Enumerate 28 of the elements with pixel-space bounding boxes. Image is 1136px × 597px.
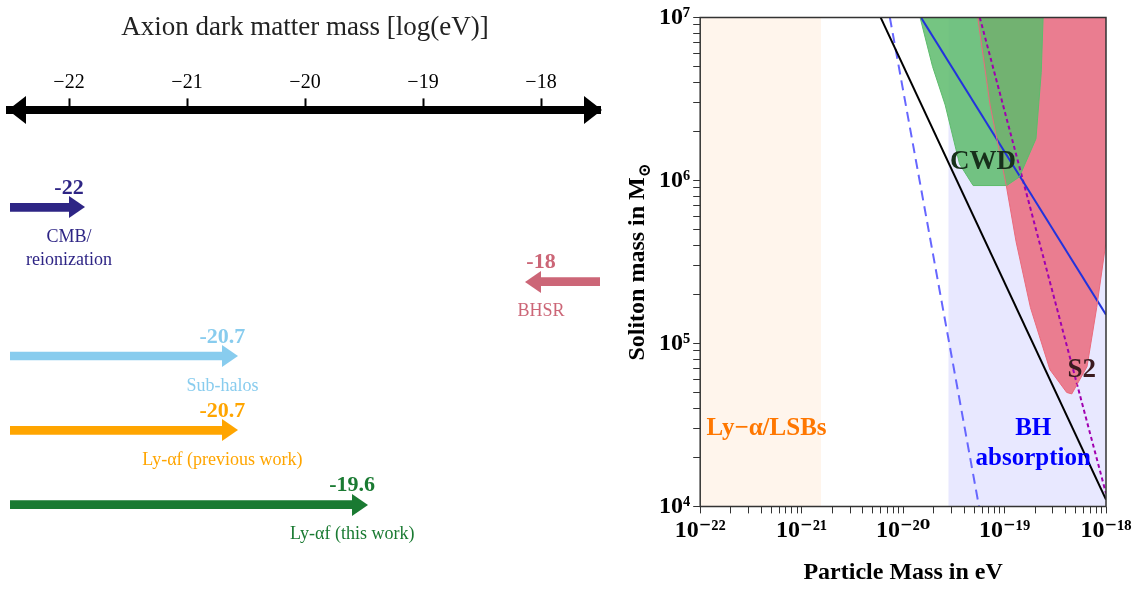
x-tick-label: 10⁻¹⁸ [1080,516,1132,542]
data-label: -19.6 [329,471,376,497]
y-tick-label: BHSR [517,300,565,321]
data-label: -18 [526,248,556,274]
x-tick-label: −21 [171,69,203,92]
data-label: -20.7 [199,397,246,423]
band-label: Ly−α/LSBs [706,412,827,440]
y-tick-label: 10⁷ [658,2,691,29]
x-tick-label: 10⁻¹⁹ [979,516,1031,542]
x-tick-label: −19 [407,69,439,92]
x-axis-title: Axion dark matter mass [log(eV)] [121,11,489,42]
data-label: -22 [54,174,84,200]
x-tick-label: 10⁻²⁰ [875,516,931,542]
y-tick-label: 10⁶ [658,165,691,192]
x-tick-label: 10⁻²¹ [776,516,828,542]
y-tick-label: 10⁴ [658,491,691,518]
y-tick-label: Ly-αf (previous work) [142,449,303,471]
x-tick-label: −22 [53,69,85,92]
x-axis-title: Particle Mass in eV [803,557,1004,584]
x-tick-label: −20 [289,69,321,92]
y-tick-label: Ly-αf (this work) [289,523,415,545]
data-label: -20.7 [199,322,246,348]
x-tick-label: −18 [525,69,557,92]
y-axis-title: Soliton mass in M⊙ [623,163,654,361]
y-tick-label: CMB/ reionization [26,226,112,270]
y-tick-label: Sub-halos [186,374,259,395]
y-tick-label: 10⁵ [658,328,691,355]
x-tick-label: 10⁻²² [674,516,726,542]
